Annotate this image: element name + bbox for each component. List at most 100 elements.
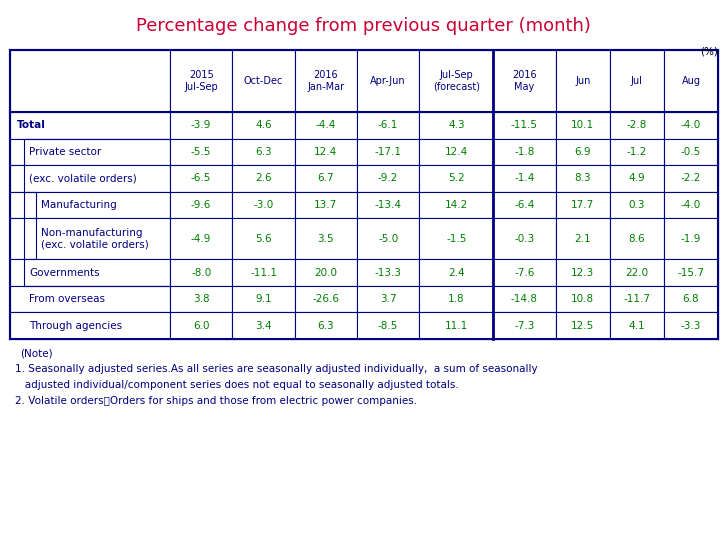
Bar [170, 286, 232, 312]
Text: -5.5: -5.5 [191, 147, 211, 157]
Bar [610, 50, 664, 112]
Bar [170, 138, 232, 165]
Bar [555, 50, 610, 112]
Bar [295, 286, 357, 312]
Text: -1.5: -1.5 [446, 234, 467, 244]
Text: Total: Total [17, 120, 46, 130]
Text: -14.8: -14.8 [511, 294, 538, 304]
Text: -1.2: -1.2 [627, 147, 647, 157]
Text: -13.3: -13.3 [375, 268, 401, 278]
Text: -17.1: -17.1 [375, 147, 401, 157]
Text: -9.2: -9.2 [378, 174, 399, 183]
Text: 8.6: 8.6 [629, 234, 645, 244]
Text: 5.2: 5.2 [448, 174, 465, 183]
Text: -11.5: -11.5 [511, 120, 538, 130]
Bar [170, 218, 232, 260]
Bar [494, 286, 555, 312]
Bar [420, 138, 494, 165]
Text: 3.8: 3.8 [193, 294, 210, 304]
Text: -2.8: -2.8 [627, 120, 647, 130]
Text: adjusted individual/component series does not equal to seasonally adjusted total: adjusted individual/component series doe… [15, 380, 459, 390]
Text: 22.0: 22.0 [625, 268, 648, 278]
Text: Manufacturing: Manufacturing [41, 200, 117, 210]
Bar [664, 312, 718, 339]
Bar [170, 112, 232, 138]
Bar [232, 165, 295, 192]
Bar [170, 192, 232, 218]
Text: Non-manufacturing
(exc. volatile orders): Non-manufacturing (exc. volatile orders) [41, 228, 149, 249]
Text: Apr-Jun: Apr-Jun [370, 76, 406, 86]
Text: Governments: Governments [29, 268, 99, 278]
Bar [494, 260, 555, 286]
Bar [555, 312, 610, 339]
Bar [10, 112, 170, 138]
Bar [664, 286, 718, 312]
Bar [420, 286, 494, 312]
Bar [232, 112, 295, 138]
Text: -11.7: -11.7 [624, 294, 650, 304]
Text: -6.1: -6.1 [378, 120, 399, 130]
Bar [420, 312, 494, 339]
Text: 4.9: 4.9 [629, 174, 645, 183]
Text: -1.4: -1.4 [514, 174, 534, 183]
Text: 12.4: 12.4 [445, 147, 468, 157]
Bar [10, 260, 170, 286]
Text: (%): (%) [700, 46, 718, 56]
Text: 2. Volatile orders：Orders for ships and those from electric power companies.: 2. Volatile orders：Orders for ships and … [15, 396, 417, 405]
Bar [664, 138, 718, 165]
Text: -0.3: -0.3 [514, 234, 534, 244]
Bar [232, 138, 295, 165]
Bar [420, 218, 494, 260]
Text: 12.5: 12.5 [571, 321, 595, 331]
Bar [494, 50, 555, 112]
Text: 14.2: 14.2 [445, 200, 468, 210]
Text: Through agencies: Through agencies [29, 321, 122, 331]
Bar [555, 112, 610, 138]
Bar [295, 165, 357, 192]
Text: -3.3: -3.3 [681, 321, 701, 331]
Bar [357, 50, 420, 112]
Text: 2015
Jul-Sep: 2015 Jul-Sep [184, 70, 218, 92]
Text: 11.1: 11.1 [445, 321, 468, 331]
Text: 17.7: 17.7 [571, 200, 595, 210]
Bar [555, 138, 610, 165]
Text: Aug: Aug [682, 76, 701, 86]
Text: 6.7: 6.7 [317, 174, 334, 183]
Bar [232, 50, 295, 112]
Text: -13.4: -13.4 [375, 200, 401, 210]
Text: 4.3: 4.3 [448, 120, 465, 130]
Text: -4.0: -4.0 [681, 120, 701, 130]
Text: 5.6: 5.6 [256, 234, 272, 244]
Bar [357, 312, 420, 339]
Text: 0.3: 0.3 [629, 200, 645, 210]
Bar [610, 112, 664, 138]
Bar [232, 286, 295, 312]
Text: -0.5: -0.5 [681, 147, 701, 157]
Bar [610, 165, 664, 192]
Bar [232, 260, 295, 286]
Bar [10, 192, 170, 218]
Text: (Note): (Note) [20, 349, 52, 359]
Bar [295, 218, 357, 260]
Bar [10, 138, 170, 165]
Bar [295, 138, 357, 165]
Bar [610, 192, 664, 218]
Text: 10.1: 10.1 [571, 120, 595, 130]
Text: 6.8: 6.8 [682, 294, 699, 304]
Bar [232, 312, 295, 339]
Text: -8.5: -8.5 [378, 321, 399, 331]
Text: Jul-Sep
(forecast): Jul-Sep (forecast) [433, 70, 480, 92]
Text: -1.9: -1.9 [681, 234, 701, 244]
Bar [420, 165, 494, 192]
Bar [357, 192, 420, 218]
Text: -4.9: -4.9 [191, 234, 211, 244]
Text: 3.4: 3.4 [256, 321, 272, 331]
Text: 2016
Jan-Mar: 2016 Jan-Mar [307, 70, 344, 92]
Bar [10, 286, 170, 312]
Bar [357, 112, 420, 138]
Bar [420, 260, 494, 286]
Bar [357, 286, 420, 312]
Text: 6.9: 6.9 [574, 147, 591, 157]
Text: Jul: Jul [631, 76, 643, 86]
Text: -3.9: -3.9 [191, 120, 211, 130]
